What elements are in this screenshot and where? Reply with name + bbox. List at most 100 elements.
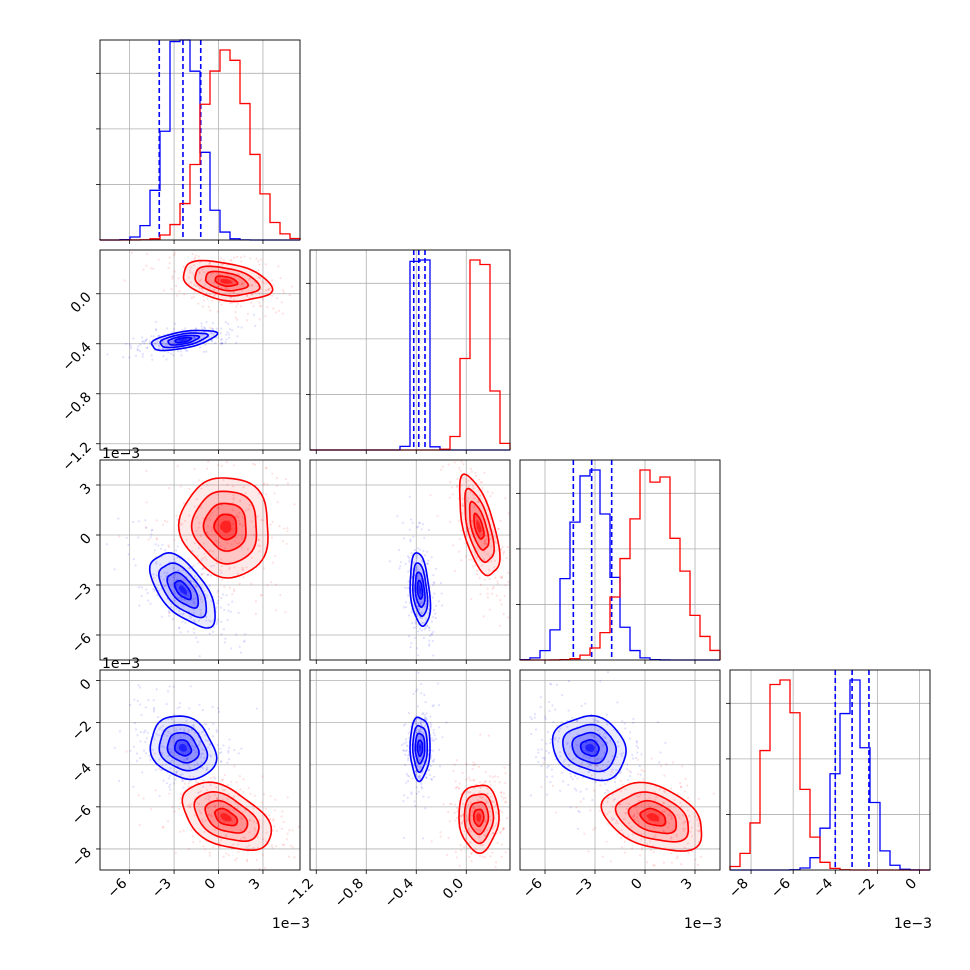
- scatter-point: [425, 776, 428, 780]
- scatter-point: [475, 557, 478, 560]
- scatter-point: [200, 595, 203, 599]
- scatter-point: [211, 550, 215, 553]
- scatter-point: [587, 757, 590, 760]
- scatter-point: [184, 621, 187, 624]
- contour-blue: [416, 579, 424, 600]
- scatter-point: [195, 327, 198, 330]
- scatter-point: [470, 470, 473, 473]
- scatter-point: [150, 533, 153, 536]
- scatter-point: [198, 802, 201, 806]
- scatter-point: [226, 287, 229, 290]
- scatter-point: [221, 593, 224, 596]
- scatter-point: [475, 828, 478, 831]
- scatter-point: [562, 760, 565, 763]
- scatter-point: [287, 855, 290, 858]
- scatter-point: [504, 796, 507, 799]
- scatter-point: [461, 814, 464, 817]
- scatter-point: [227, 288, 230, 291]
- contour-blue: [409, 552, 432, 627]
- contour-red: [202, 502, 247, 552]
- scatter-point: [420, 723, 423, 726]
- scatter-point: [166, 520, 169, 523]
- scatter-point: [157, 344, 160, 347]
- scatter-point: [494, 537, 497, 541]
- scatter-point: [502, 827, 505, 830]
- scatter-point: [422, 720, 425, 723]
- scatter-point: [138, 824, 141, 827]
- scatter-point: [137, 520, 140, 523]
- scatter-point: [106, 353, 109, 356]
- scatter-point: [199, 613, 202, 616]
- scatter-point: [567, 680, 571, 683]
- scatter-point: [176, 294, 179, 297]
- scatter-point: [198, 740, 201, 744]
- scatter-point: [592, 828, 595, 831]
- scatter-point: [187, 276, 190, 279]
- scatter-point: [623, 722, 626, 725]
- scatter-point: [118, 779, 121, 783]
- scatter-point: [244, 836, 247, 839]
- scatter-point: [549, 682, 552, 685]
- scatter-point: [234, 536, 238, 539]
- scatter-point: [226, 783, 229, 787]
- scatter-point: [208, 796, 211, 799]
- contour-blue: [159, 332, 209, 349]
- scatter-point: [465, 763, 468, 766]
- scatter-point: [182, 829, 185, 832]
- scatter-point: [434, 567, 437, 570]
- scatter-point: [238, 582, 241, 586]
- scatter-point: [188, 487, 191, 490]
- scatter-point: [456, 806, 459, 809]
- scatter-point: [623, 818, 626, 821]
- scatter-point: [192, 608, 195, 611]
- scatter-point: [573, 774, 577, 778]
- scatter-point: [687, 851, 691, 854]
- scatter-point: [185, 744, 188, 747]
- scatter-point: [529, 716, 532, 719]
- scatter-point: [496, 582, 499, 585]
- scatter-point: [624, 727, 627, 730]
- scatter-point: [428, 763, 431, 766]
- scatter-point: [297, 825, 300, 828]
- scatter-point: [611, 805, 614, 809]
- scatter-point: [211, 705, 214, 708]
- scatter-point: [180, 778, 183, 781]
- scatter-point: [422, 760, 425, 763]
- scatter-point: [541, 738, 544, 741]
- panel-p1-vs-p1: [306, 249, 511, 454]
- scatter-point: [221, 342, 224, 345]
- scatter-point: [408, 495, 411, 498]
- scatter-point: [456, 484, 459, 487]
- scatter-point: [414, 636, 417, 639]
- scatter-point: [162, 745, 165, 749]
- scatter-point: [194, 284, 197, 287]
- scatter-point: [202, 295, 205, 298]
- scatter-point: [601, 855, 604, 858]
- scatter-point: [416, 605, 419, 608]
- scatter-point: [576, 733, 579, 736]
- scatter-point: [212, 281, 215, 284]
- scatter-point: [230, 647, 233, 650]
- scatter-point: [238, 522, 241, 526]
- scatter-point: [170, 751, 173, 754]
- scatter-point: [431, 705, 434, 708]
- scatter-point: [208, 727, 211, 731]
- scatter-point: [198, 743, 201, 746]
- scatter-point: [206, 740, 209, 743]
- scatter-point: [613, 777, 616, 780]
- scatter-point: [601, 757, 604, 760]
- scatter-point: [461, 772, 464, 775]
- contour-red: [190, 490, 258, 565]
- scatter-point: [505, 556, 508, 560]
- scatter-point: [427, 528, 430, 532]
- scatter-point: [483, 550, 486, 553]
- scatter-point: [630, 847, 634, 850]
- scatter-point: [220, 558, 223, 561]
- scatter-point: [193, 336, 196, 339]
- scale-factor-label: 1e−3: [102, 446, 140, 462]
- scatter-point: [490, 560, 493, 563]
- scatter-point: [489, 855, 492, 858]
- scatter-point: [432, 749, 435, 752]
- scatter-point: [467, 847, 470, 850]
- scatter-point: [471, 767, 474, 771]
